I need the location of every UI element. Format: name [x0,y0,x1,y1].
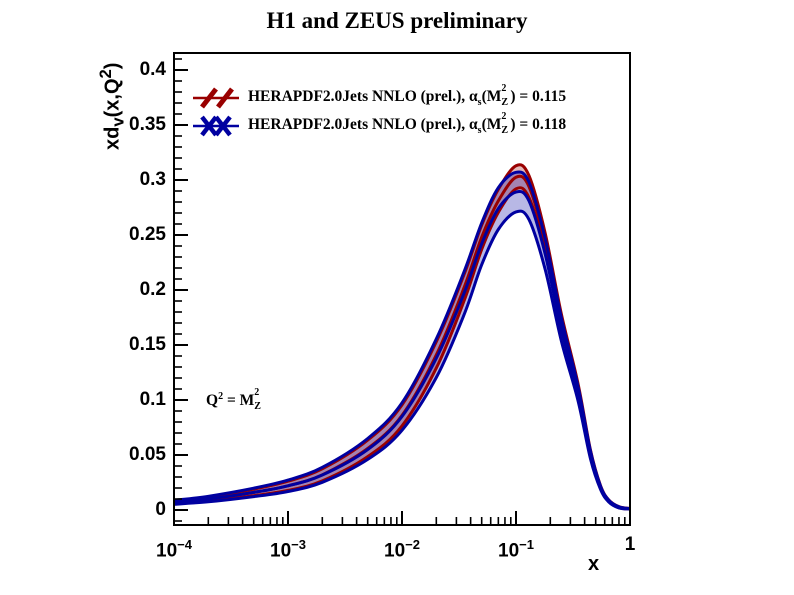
red-hatch-band-icon [193,87,239,109]
x-tick-label: 10−4 [156,537,192,562]
series-0-lower-curve [173,186,631,511]
y-tick-label: 0.15 [129,334,166,355]
y-tick-label: 0.2 [139,279,166,300]
x-axis-label: x [588,553,600,575]
y-tick-label: 0.3 [139,169,166,190]
y-tick-label: 0.4 [139,59,166,80]
x-tick-label: 10−1 [498,537,534,562]
page-title: H1 and ZEUS preliminary [266,8,528,33]
series-1-central-curve [173,189,631,511]
series-1-lower-curve [173,209,631,511]
x-tick-label: 10−2 [384,537,420,562]
blue-crosshatch-band-icon [193,115,239,137]
x-tick-label: 1 [624,534,636,555]
x-tick-label: 10−3 [270,537,306,562]
y-tick-label: 0.1 [139,389,166,410]
y-tick-label: 0 [155,499,166,520]
legend-entry-alphas-0118: HERAPDF2.0Jets NNLO (prel.), αs(M 2 Z) = 0… [192,111,567,140]
legend-entry-label: HERAPDF2.0Jets NNLO (prel.), αs(M 2 Z) = 0… [248,83,567,109]
legend-entry-alphas-0115: HERAPDF2.0Jets NNLO (prel.), αs(M 2 Z) = 0… [192,83,567,112]
legend: HERAPDF2.0Jets NNLO (prel.), αs(M 2 Z) = 0… [192,83,567,140]
y-tick-label: 0.35 [129,114,166,135]
y-tick-label: 0.25 [129,224,166,245]
legend-entry-label: HERAPDF2.0Jets NNLO (prel.), αs(M 2 Z) = 0… [248,111,567,137]
y-tick-label: 0.05 [129,444,166,465]
